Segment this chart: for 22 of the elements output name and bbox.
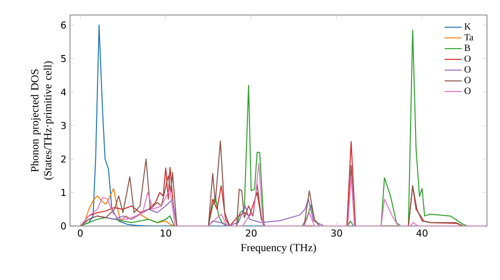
y-tick-label: 2 — [61, 156, 66, 163]
y-tick-label: 1 — [62, 189, 66, 196]
legend-label: O — [464, 55, 471, 62]
y-tick-label: 4 — [60, 88, 66, 96]
y-tick-label: 6 — [61, 21, 66, 29]
legend-label: O — [464, 76, 471, 84]
x-tick-label: 30 — [331, 230, 342, 237]
y-tick-label: 0 — [61, 222, 66, 230]
x-axis-title: Frequency (THz) — [240, 244, 316, 254]
legend-label: Ta — [464, 34, 474, 40]
legend-label: B — [464, 44, 470, 51]
y-axis-title: Phonon projected DOS (States/THz·primitive cell) — [30, 61, 54, 180]
line-series — [80, 162, 487, 226]
x-tick-label: 0 — [78, 230, 83, 237]
legend-label: K — [464, 23, 471, 30]
y-tick-label: 3 — [61, 122, 66, 130]
legend-label: O — [464, 66, 471, 73]
y-tick-label: 5 — [61, 55, 66, 62]
legend-label: O — [464, 88, 471, 94]
x-tick-label: 20 — [246, 230, 257, 237]
x-tick-label: 40 — [416, 230, 428, 237]
x-tick-label: 10 — [160, 230, 172, 237]
